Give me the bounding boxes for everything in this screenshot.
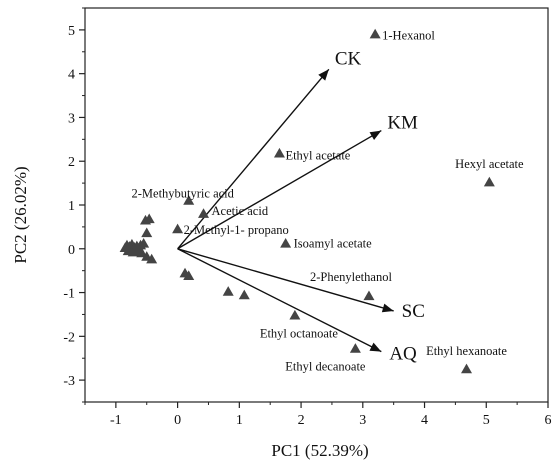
x-axis-title: PC1 (52.39%): [271, 441, 368, 460]
point-label-isoamyl-acetate: Isoamyl acetate: [294, 237, 373, 251]
score-point-ethyl-decanoate: [349, 343, 361, 353]
y-tick-label: 2: [68, 155, 75, 170]
score-point: [141, 227, 153, 238]
y-tick-label: -2: [63, 330, 75, 345]
score-points: [119, 28, 495, 374]
vector-label-sc: SC: [402, 301, 425, 322]
loading-vector-km: [177, 129, 382, 250]
y-axis-title: PC2 (26.02%): [11, 166, 30, 263]
x-tick-label: 3: [359, 413, 366, 428]
score-point-isoamyl-acetate: [280, 238, 292, 248]
score-point-2-methyl-1-propano: [172, 223, 184, 234]
y-tick-label: 0: [68, 243, 75, 258]
y-tick-label: 5: [68, 24, 75, 39]
score-point: [138, 238, 150, 248]
score-point-2-phenylethanol: [363, 290, 375, 301]
y-tick-label: 1: [68, 199, 75, 214]
axes: -1 0 1 2 3 4 5 6 -3 -2 -1 0 1 2 3 4 5: [63, 7, 552, 428]
score-point: [222, 286, 234, 296]
point-label-1-hexanol: 1-Hexanol: [382, 28, 435, 42]
loading-vector-sc: [177, 248, 394, 312]
score-point-ethyl-octanoate: [289, 309, 301, 320]
x-tick-label: 0: [174, 413, 181, 428]
score-point: [146, 253, 158, 264]
y-tick-label: -1: [63, 287, 75, 302]
point-label-ethyl-octanoate: Ethyl octanoate: [260, 326, 339, 340]
point-label-2-methybutyric-acid: 2-Methybutyric acid: [132, 187, 235, 201]
point-label-ethyl-hexanoate: Ethyl hexanoate: [426, 344, 507, 358]
vector-label-km: KM: [387, 113, 418, 134]
x-tick-label: -1: [110, 413, 122, 428]
x-tick-label: 2: [298, 413, 305, 428]
point-label-hexyl-acetate: Hexyl acetate: [455, 157, 524, 171]
x-tick-label: 4: [421, 413, 428, 428]
y-tick-label: 3: [68, 111, 75, 126]
point-label-2-phenylethanol: 2-Phenylethanol: [310, 270, 392, 284]
arrowhead-ck: [318, 69, 329, 81]
score-point: [183, 270, 195, 281]
point-labels: 1-Hexanol Hexyl acetate Ethyl acetate 2-Met…: [132, 28, 524, 373]
y-tick-label: -3: [63, 374, 75, 389]
score-point-ethyl-hexanoate: [461, 363, 473, 374]
point-label-2-methyl-1-propano: 2-Methyl-1- propano: [184, 223, 289, 237]
plot-frame: [84, 7, 549, 403]
loading-vectors: CK KM SC AQ: [177, 48, 425, 365]
loading-vector-aq: [177, 248, 382, 353]
y-tick-label: 4: [68, 68, 75, 83]
score-point-hexyl-acetate: [483, 176, 495, 187]
arrowhead-sc: [381, 303, 394, 313]
x-tick-label: 6: [545, 413, 552, 428]
x-tick-label: 1: [236, 413, 243, 428]
point-label-ethyl-decanoate: Ethyl decanoate: [285, 360, 366, 374]
score-point: [136, 247, 148, 258]
arrowhead-km: [369, 130, 382, 140]
vector-label-aq: AQ: [389, 344, 417, 365]
score-point-2-methybutyric-acid: [183, 195, 195, 205]
score-point: [238, 289, 250, 300]
score-point-ethyl-acetate: [273, 147, 285, 158]
loading-vector-ck: [177, 68, 330, 250]
point-label-acetic-acid: Acetic acid: [212, 204, 269, 218]
score-point: [143, 213, 155, 224]
score-point-1-hexanol: [369, 28, 381, 39]
score-point-acetic-acid: [198, 208, 210, 218]
vector-label-ck: CK: [335, 48, 362, 69]
point-label-ethyl-acetate: Ethyl acetate: [285, 148, 350, 162]
arrowhead-aq: [369, 342, 382, 352]
x-tick-label: 5: [483, 413, 490, 428]
